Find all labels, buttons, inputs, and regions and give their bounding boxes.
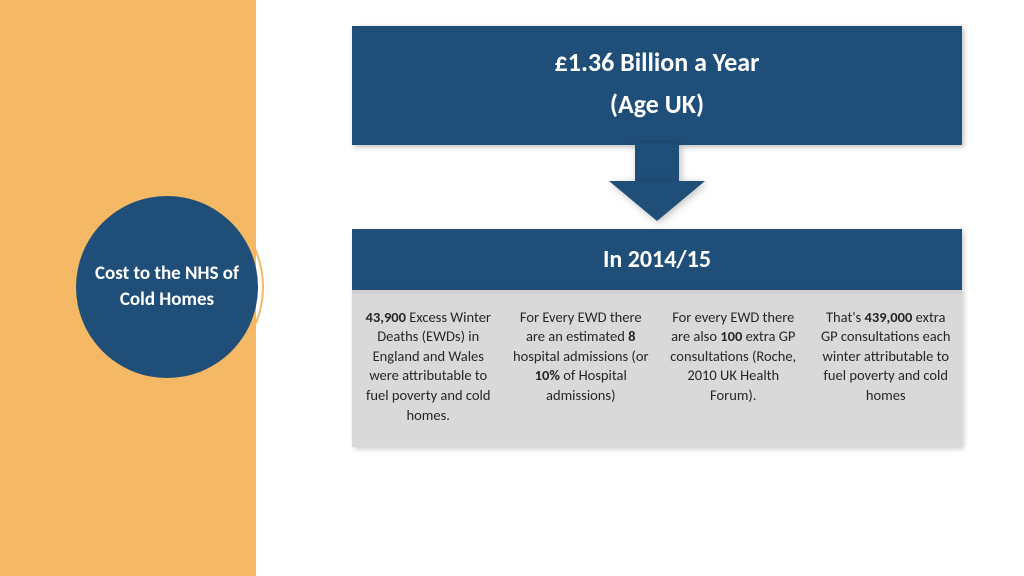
arrow-head	[609, 181, 705, 221]
arrow-down-icon	[352, 143, 962, 181]
stat-col-2: For Every EWD there are an estimated 8 h…	[505, 290, 658, 447]
stats-columns: 43,900 Excess Winter Deaths (EWDs) in En…	[352, 290, 962, 447]
stat-col-4: That's 439,000 extra GP consultations ea…	[810, 290, 963, 447]
subheader-box: In 2014/15	[352, 229, 962, 290]
circle-title-text: Cost to the NHS of Cold Homes	[94, 261, 240, 312]
stat-col-3: For every EWD there are also 100 extra G…	[657, 290, 810, 447]
headline-line-1: £1.36 Billion a Year	[362, 44, 952, 80]
arrow-stem	[635, 143, 679, 181]
stat-col-1: 43,900 Excess Winter Deaths (EWDs) in En…	[352, 290, 505, 447]
title-circle: Cost to the NHS of Cold Homes	[70, 190, 264, 384]
headline-box: £1.36 Billion a Year (Age UK)	[352, 26, 962, 145]
main-content: £1.36 Billion a Year (Age UK) In 2014/15…	[352, 26, 962, 447]
headline-line-2: (Age UK)	[362, 86, 952, 122]
circle-fill: Cost to the NHS of Cold Homes	[76, 196, 258, 378]
